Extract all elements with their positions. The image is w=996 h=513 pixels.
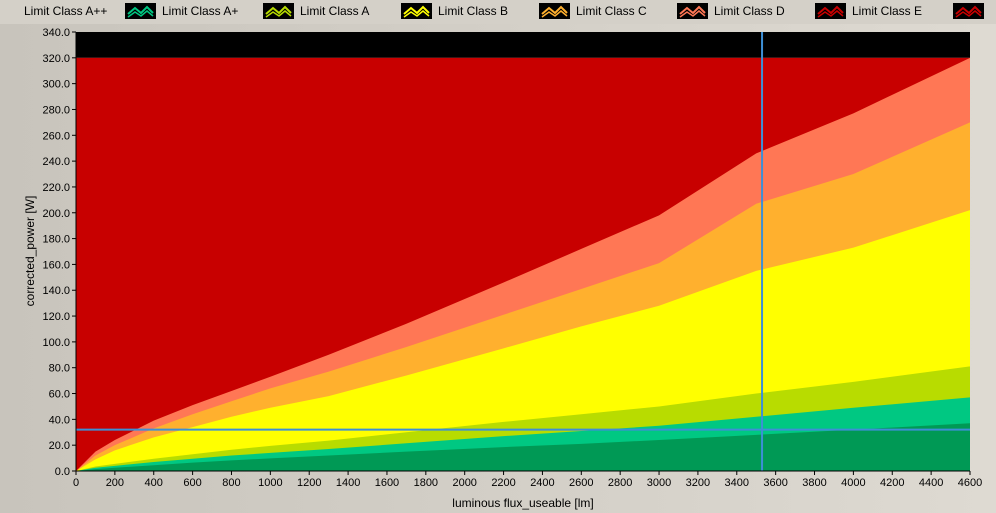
legend-label: Limit Class E: [852, 4, 923, 18]
x-tick-label: 4200: [880, 477, 904, 489]
y-tick-label: 40.0: [49, 414, 70, 426]
y-tick-label: 120.0: [42, 311, 70, 323]
x-tick-label: 2000: [452, 477, 476, 489]
x-tick-label: 2600: [569, 477, 593, 489]
x-tick-label: 2200: [491, 477, 515, 489]
y-tick-label: 80.0: [49, 363, 70, 375]
x-tick-label: 4600: [958, 477, 982, 489]
x-axis-label: luminous flux_useable [lm]: [452, 496, 593, 510]
line-marker-icon[interactable]: [953, 3, 984, 19]
region-above-max: [76, 32, 970, 58]
y-tick-label: 0.0: [55, 466, 70, 478]
x-tick-label: 3400: [725, 477, 749, 489]
x-tick-label: 3800: [802, 477, 826, 489]
x-tick-label: 3600: [763, 477, 787, 489]
y-tick-label: 240.0: [42, 156, 70, 168]
y-tick-label: 320.0: [42, 53, 70, 65]
x-tick-label: 1400: [336, 477, 360, 489]
legend-label: Limit Class D: [714, 4, 785, 18]
y-tick-label: 100.0: [42, 337, 70, 349]
x-tick-label: 1000: [258, 477, 282, 489]
y-tick-label: 340.0: [42, 27, 70, 39]
area-limit-class-aplusplus: [76, 423, 970, 471]
x-tick-label: 2400: [530, 477, 554, 489]
legend-label: Limit Class A: [300, 4, 370, 18]
x-tick-label: 600: [183, 477, 201, 489]
legend-item[interactable]: Limit Class A+: [162, 0, 300, 24]
y-tick-label: 60.0: [49, 389, 70, 401]
y-tick-label: 280.0: [42, 104, 70, 116]
y-tick-label: 160.0: [42, 259, 70, 271]
chart-legend: Limit Class A++ Limit Class A+ Limit Class…: [0, 0, 996, 24]
x-tick-label: 3000: [647, 477, 671, 489]
legend-label: Limit Class B: [438, 4, 509, 18]
line-marker-icon[interactable]: [125, 3, 156, 19]
x-tick-label: 1200: [297, 477, 321, 489]
legend-label: Limit Class C: [576, 4, 647, 18]
y-tick-label: 180.0: [42, 234, 70, 246]
y-axis-label: corrected_power [W]: [23, 196, 37, 307]
line-marker-icon[interactable]: [677, 3, 708, 19]
y-tick-label: 140.0: [42, 285, 70, 297]
y-tick-label: 200.0: [42, 208, 70, 220]
line-marker-icon[interactable]: [401, 3, 432, 19]
legend-item[interactable]: Limit Class B: [438, 0, 576, 24]
legend-item[interactable]: Limit Class E: [852, 0, 990, 24]
x-tick-label: 800: [222, 477, 240, 489]
x-tick-label: 400: [145, 477, 163, 489]
x-tick-label: 200: [106, 477, 124, 489]
x-tick-label: 0: [73, 477, 79, 489]
x-tick-label: 1800: [414, 477, 438, 489]
x-tick-label: 4400: [919, 477, 943, 489]
legend-item[interactable]: Limit Class A++: [24, 0, 162, 24]
y-tick-label: 260.0: [42, 130, 70, 142]
y-tick-label: 220.0: [42, 182, 70, 194]
legend-item[interactable]: Limit Class C: [576, 0, 714, 24]
x-tick-label: 4000: [841, 477, 865, 489]
line-marker-icon[interactable]: [815, 3, 846, 19]
y-tick-label: 20.0: [49, 440, 70, 452]
y-tick-label: 300.0: [42, 79, 70, 91]
legend-label: Limit Class A++: [24, 4, 108, 18]
legend-label: Limit Class A+: [162, 4, 239, 18]
legend-item[interactable]: Limit Class A: [300, 0, 438, 24]
x-tick-label: 2800: [608, 477, 632, 489]
line-marker-icon[interactable]: [263, 3, 294, 19]
x-tick-label: 3200: [686, 477, 710, 489]
x-tick-label: 1600: [375, 477, 399, 489]
line-marker-icon[interactable]: [539, 3, 570, 19]
legend-item[interactable]: Limit Class D: [714, 0, 852, 24]
